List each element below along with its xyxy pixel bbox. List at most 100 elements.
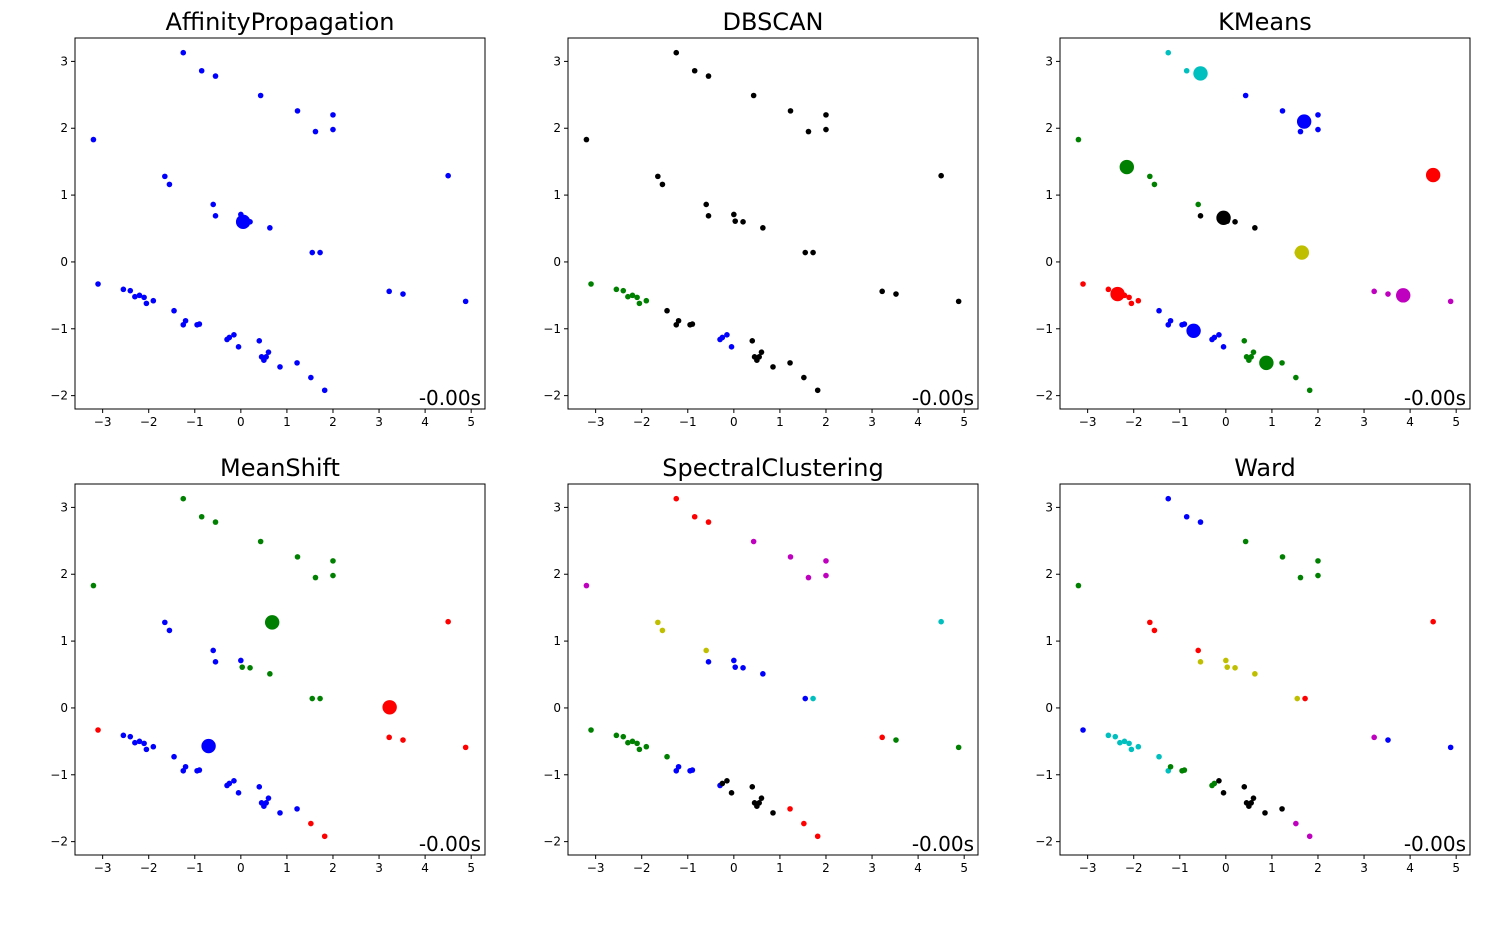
x-tick-label: −2 xyxy=(633,415,651,429)
time-label: -0.00s xyxy=(419,832,481,856)
cluster-center xyxy=(264,615,280,630)
data-point xyxy=(620,287,627,294)
data-point xyxy=(277,364,283,370)
x-tick-label: 5 xyxy=(1452,415,1460,429)
x-tick-label: 4 xyxy=(1406,415,1414,429)
data-point xyxy=(1248,354,1254,360)
plot-frame xyxy=(567,483,979,856)
data-point xyxy=(634,294,640,301)
data-point xyxy=(294,108,301,114)
data-point xyxy=(664,753,670,760)
data-point xyxy=(1241,784,1248,790)
data-point xyxy=(1112,733,1119,740)
data-point xyxy=(802,695,809,702)
cluster-center xyxy=(201,738,216,754)
y-tick-label: −1 xyxy=(50,322,68,336)
data-point xyxy=(1279,108,1286,114)
data-point xyxy=(664,307,670,314)
data-point xyxy=(267,225,273,231)
data-point xyxy=(588,727,594,733)
data-point xyxy=(180,49,187,56)
data-point xyxy=(400,291,406,297)
data-point xyxy=(231,332,237,338)
data-point xyxy=(629,738,636,745)
data-point xyxy=(1156,307,1162,314)
x-tick-label: 5 xyxy=(467,415,475,429)
data-point xyxy=(1197,519,1204,525)
data-point xyxy=(321,387,328,394)
data-point xyxy=(317,249,323,256)
data-point xyxy=(1279,806,1285,812)
data-point xyxy=(1279,360,1285,366)
data-point xyxy=(659,627,666,634)
y-tick-label: −2 xyxy=(543,835,561,849)
data-point xyxy=(1242,538,1249,545)
data-point xyxy=(758,795,765,801)
x-tick-label: −1 xyxy=(1171,861,1189,875)
data-point xyxy=(814,387,821,394)
x-tick-label: 3 xyxy=(375,861,383,875)
data-point xyxy=(613,732,620,739)
data-point xyxy=(256,784,263,790)
panel-5: SpectralClustering −3 −2 −1 0 1 2 3 4 5 −2 −1 0 1 2 3 -0… xyxy=(543,454,979,875)
data-point xyxy=(1371,734,1377,741)
x-tick-label: 1 xyxy=(1268,415,1276,429)
x-tick-label: −3 xyxy=(1079,415,1097,429)
data-point xyxy=(1117,739,1123,746)
data-point xyxy=(629,292,636,299)
x-tick-label: 0 xyxy=(730,415,738,429)
data-point xyxy=(802,249,809,256)
data-point xyxy=(162,619,168,626)
data-point xyxy=(1306,387,1313,394)
data-point xyxy=(1075,582,1082,589)
data-point xyxy=(1105,286,1112,293)
data-point xyxy=(1220,344,1227,350)
x-tick-label: 4 xyxy=(421,861,429,875)
y-tick-label: 1 xyxy=(60,188,68,202)
data-point xyxy=(171,753,177,760)
data-point xyxy=(141,740,147,747)
data-point xyxy=(1430,618,1436,625)
data-point xyxy=(705,213,712,219)
x-tick-label: 5 xyxy=(960,415,968,429)
panel-title: DBSCAN xyxy=(723,8,824,36)
x-tick-label: −2 xyxy=(1125,415,1143,429)
data-point xyxy=(1262,810,1268,816)
data-point xyxy=(787,554,794,560)
data-point xyxy=(127,287,134,294)
data-point xyxy=(756,354,762,360)
data-point xyxy=(731,211,737,218)
data-point xyxy=(1135,743,1142,750)
data-point xyxy=(166,627,173,634)
data-point xyxy=(1211,334,1218,341)
data-point xyxy=(198,67,205,74)
data-point xyxy=(267,671,273,677)
cluster-center xyxy=(1193,66,1208,81)
y-tick-label: −2 xyxy=(50,389,68,403)
data-point xyxy=(749,784,756,790)
x-tick-label: 3 xyxy=(1360,415,1368,429)
data-point xyxy=(1293,374,1299,381)
data-point xyxy=(1165,495,1172,502)
cluster-center xyxy=(1396,288,1411,303)
data-point xyxy=(136,292,143,299)
data-point xyxy=(212,213,219,219)
data-point xyxy=(1220,790,1227,796)
data-point xyxy=(756,800,762,806)
data-point xyxy=(312,128,319,135)
cluster-center xyxy=(1119,159,1134,175)
time-label: -0.00s xyxy=(1404,386,1466,410)
y-tick-label: −1 xyxy=(1035,322,1053,336)
cluster-center xyxy=(1294,245,1310,260)
x-tick-label: −1 xyxy=(679,861,697,875)
data-point xyxy=(724,332,730,338)
data-point xyxy=(787,806,793,812)
data-point xyxy=(143,300,150,307)
data-point xyxy=(1315,112,1321,118)
data-point xyxy=(330,112,336,118)
data-point xyxy=(625,739,631,746)
data-point xyxy=(583,136,590,143)
data-point xyxy=(823,112,829,118)
y-tick-label: 0 xyxy=(60,701,68,715)
